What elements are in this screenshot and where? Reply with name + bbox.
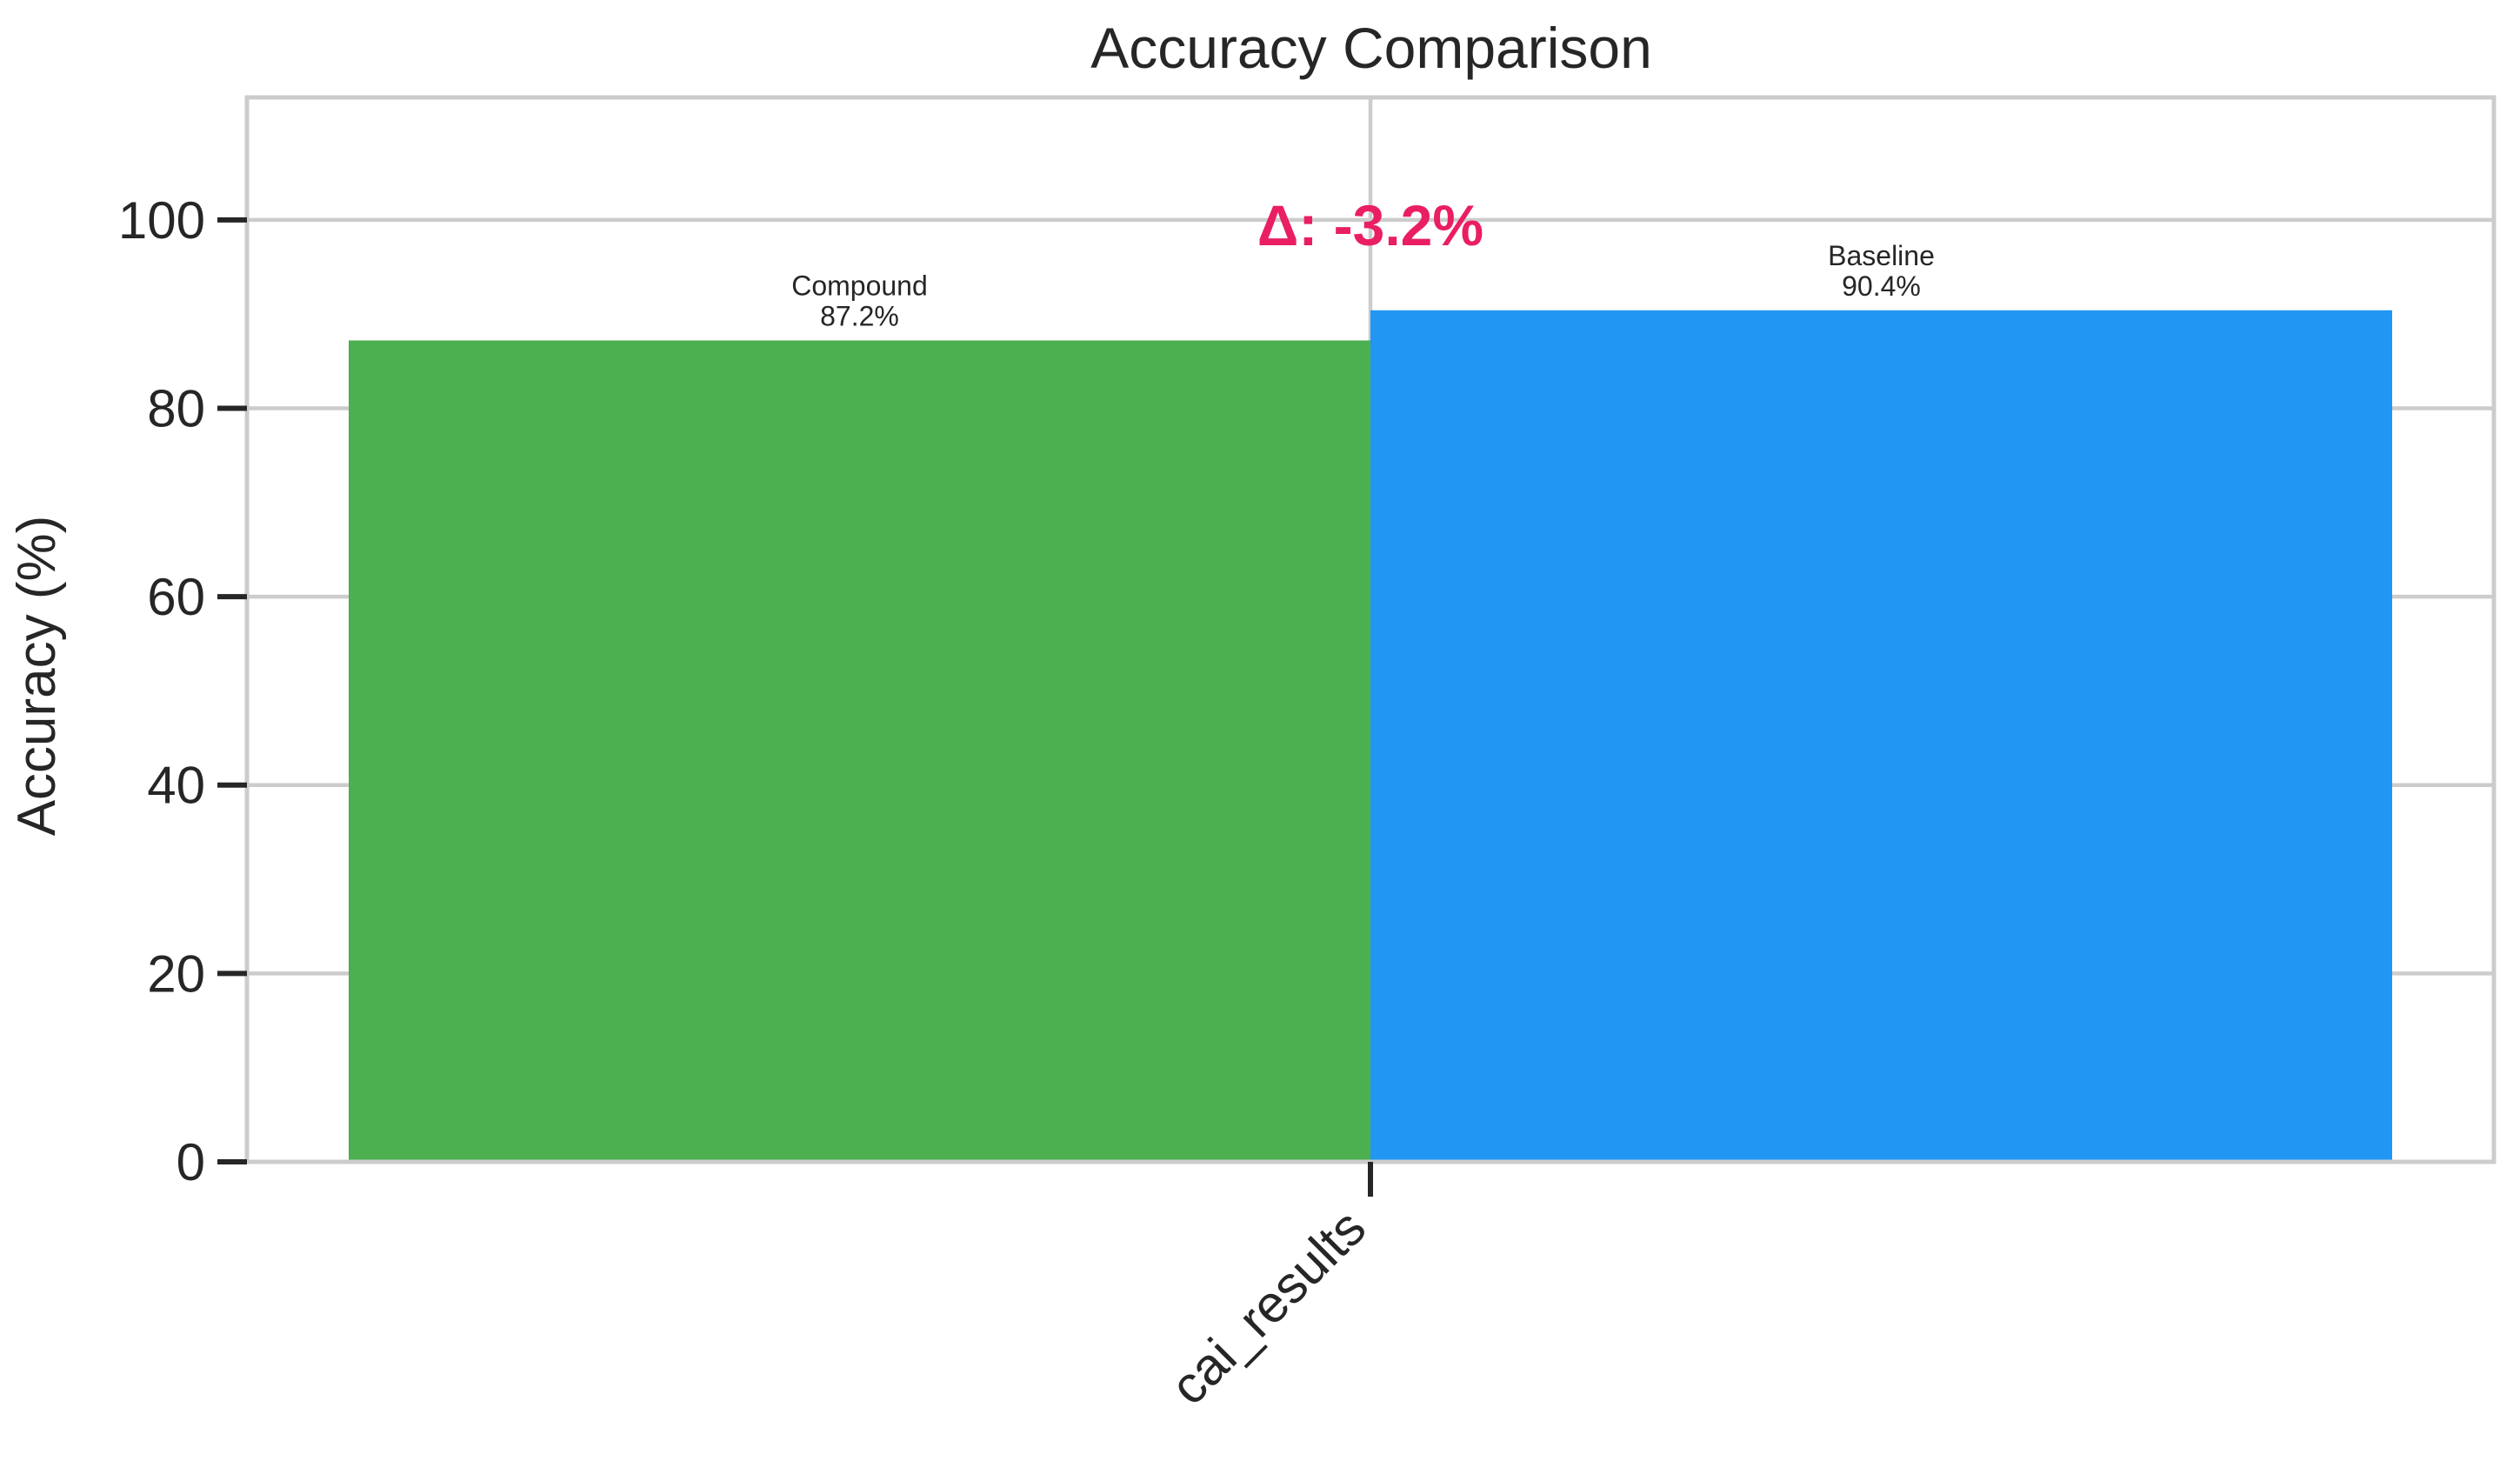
bar-series-label: Baseline [1828,240,1935,271]
bar-compound [349,340,1370,1163]
bar-value-label: 87.2% [820,300,899,331]
bars [349,310,2392,1163]
y-tick-label: 0 [177,1133,205,1191]
bar-baseline [1370,310,2392,1162]
delta-annotation: Δ: -3.2% [1257,193,1483,257]
y-tick-label: 100 [118,191,205,250]
y-tick-label: 80 [147,379,205,437]
y-axis-label: Accuracy (%) [7,516,67,837]
y-tick-label: 60 [147,568,205,626]
bar-series-label: Compound [791,270,928,301]
y-tick-label: 40 [147,757,205,815]
y-tick-label: 20 [147,944,205,1003]
bar-value-label: 90.4% [1842,270,1921,302]
chart-title: Accuracy Comparison [1090,16,1652,80]
